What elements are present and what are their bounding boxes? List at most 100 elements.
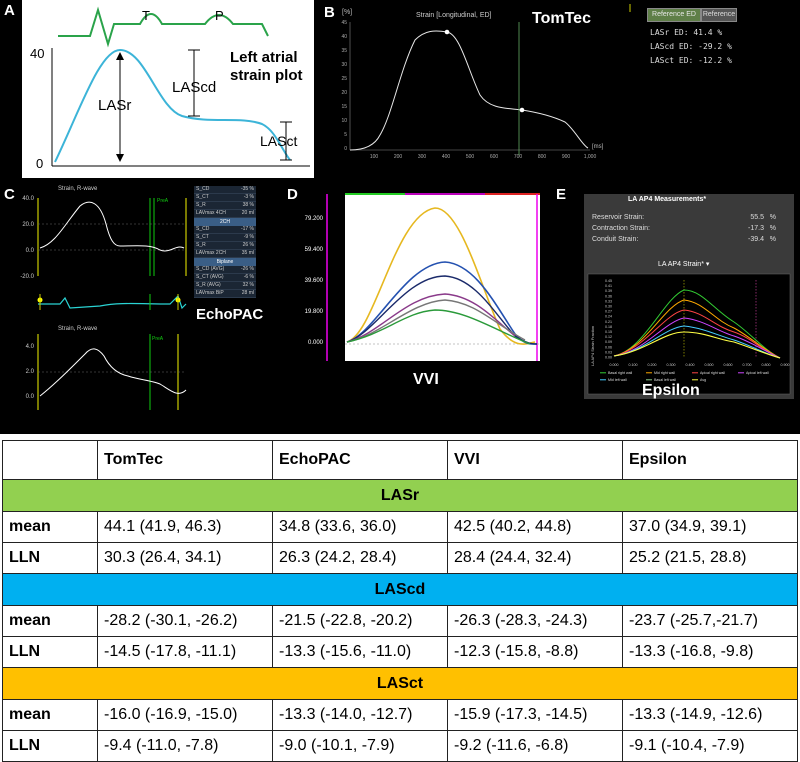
section-band: LASr [2,479,798,512]
y-tick-label: 20.0 [22,222,34,228]
table-cell: -15.9 (-17.3, -14.5) [447,699,623,731]
ecg-p-label: P [215,8,224,23]
y-tick-label: 19.800 [305,309,324,315]
readout-lascd: LAScd ED: -29.2 % [650,42,732,51]
table-cell: -13.3 (-14.0, -12.7) [272,699,448,731]
chart-title-bottom: Strain, R-wave [58,326,98,332]
measurement-section-header: Biplane [194,258,256,266]
table-cell: -13.3 (-15.6, -11.0) [272,636,448,668]
y-tick-label: -20.0 [20,274,34,280]
section-band: LAScd [2,573,798,606]
measurement-name: Contraction Strain: [592,225,650,232]
x-tick-label: 0.900 [781,363,790,367]
table-cell: -9.4 (-11.0, -7.8) [97,730,273,762]
row-label: LLN [2,636,98,668]
panel-a: T P 40 0 LASr LAScd LASct Left atrial st… [0,0,320,180]
y-zero-label: 0 [36,156,43,171]
strain-chart-title[interactable]: LA AP4 Strain* ▾ [658,260,709,268]
panel-e: E LA AP4 Measurements* Reservoir Strain:… [550,184,800,414]
x-tick-label: 200 [394,154,403,160]
measurement-row: S_CD -17 % [194,226,256,234]
measurement-row: Conduit Strain: -39.4% [592,234,788,245]
section-title: LASr [2,479,798,512]
y-tick-label: 59.400 [305,247,324,253]
section-title: LAScd [2,573,798,606]
echopac-measurements: S_CD -35 % S_CT -3 % S_R 38 % LAVmax 4CH 20 ml 2… [194,186,256,298]
measurement-name: S_R (AVG) [196,282,221,288]
measurement-row: S_R (AVG) 32 % [194,282,256,290]
table-cell: -21.5 (-22.8, -20.2) [272,605,448,637]
lasr-label: LASr [98,97,131,114]
legend-entry: Apical right wall [700,371,725,375]
table-cell: 37.0 (34.9, 39.1) [622,511,798,543]
panel-a-title-2: strain plot [230,67,303,84]
table-cell: -9.2 (-11.6, -6.8) [447,730,623,762]
x-tick-label: 0.800 [762,363,771,367]
y-axis-label: LA AP4 Strain Fraction [590,326,595,366]
legend-entry: Mid left wall [608,378,627,382]
measurement-name: S_CT (AVG) [196,274,224,280]
y-tick-label: 30 [341,62,347,68]
y-tick-label: 15 [341,104,347,110]
la-strain-curve [54,48,291,163]
measurement-row: S_CD -35 % [194,186,256,194]
reference-ed-button[interactable]: Reference ED [647,8,701,22]
row-label: mean [2,699,98,731]
echopac-curve-bottom [39,348,187,397]
y-tick-label: 0.36 [605,294,612,298]
y-tick-label: 40.0 [22,196,34,202]
y-tick-label: 0.21 [605,320,612,324]
vvi-plot: 79.200 59.400 39.600 19.800 0.000 [305,193,540,361]
x-tick-label: 300 [418,154,427,160]
x-tick-label: 100 [370,154,379,160]
table-cell: 42.5 (40.2, 44.8) [447,511,623,543]
table-row: mean -16.0 (-16.9, -15.0) -13.3 (-14.0, -1… [2,699,798,731]
y-tick-label: 0 [344,146,347,152]
y-tick-label: 0.45 [605,279,612,283]
y-tick-label: 0.24 [605,315,612,319]
table-cell: 34.8 (33.6, 36.0) [272,511,448,543]
echopac-ecg [38,294,187,310]
table-cell: 26.3 (24.2, 28.4) [272,542,448,574]
table-cell: -9.1 (-10.4, -7.9) [622,730,798,762]
reference-button[interactable]: Reference [701,8,737,22]
prea-top: PreA [157,198,169,204]
chevron-down-icon[interactable]: ▾ [705,261,710,268]
legend-entry: Basal left wall [654,378,676,382]
panel-e-vendor: Epsilon [642,382,700,399]
measurement-row: S_CT -9 % [194,234,256,242]
y-tick-label: 20 [341,90,347,96]
panel-c: C Strain, R-wave PreA 40.0 20.0 0.0 -20.0 S… [0,184,285,414]
y-tick-label: 0.0 [26,394,35,400]
measurement-value: 55.5 [750,214,764,221]
echopac-plots: Strain, R-wave PreA 40.0 20.0 0.0 -20.0 Str… [20,186,187,410]
measurement-value: -9 % [243,234,254,240]
x-tick-label: 800 [538,154,547,160]
vvi-curve-gray [346,299,526,343]
measurement-name: Conduit Strain: [592,236,639,243]
measurement-name: S_CT [196,234,209,240]
table-cell: -28.2 (-30.1, -26.2) [97,605,273,637]
y-tick-label: 0.18 [605,325,612,329]
panel-b-letter: B [324,4,335,21]
x-tick-label: 900 [562,154,571,160]
column-header: Epsilon [622,440,798,480]
measurement-value: 38 % [242,202,254,208]
panel-a-letter: A [4,2,15,19]
measurement-row: LAVmax 2CH 35 ml [194,250,256,258]
y-tick-label: 35 [341,48,347,54]
ecg-trace [58,6,269,48]
measurement-row: S_CD (AVG) -26 % [194,266,256,274]
column-header [2,440,98,480]
readout-lasr: LASr ED: 41.4 % [650,28,723,37]
measurements-title: LA AP4 Measurements* [628,196,707,203]
x-tick-label: 0.000 [610,363,619,367]
vvi-curve-purple [346,293,516,343]
measurement-name: S_R [196,202,206,208]
measurement-value: -17.3 [748,225,764,232]
measurement-row: Contraction Strain: -17.3% [592,223,788,234]
panel-b: B TomTec Strain [Longitudinal, ED] [%] 4… [320,0,800,180]
table-cell: 28.4 (24.4, 32.4) [447,542,623,574]
y-tick-label: 0.30 [605,305,612,309]
table-cell: -12.3 (-15.8, -8.8) [447,636,623,668]
